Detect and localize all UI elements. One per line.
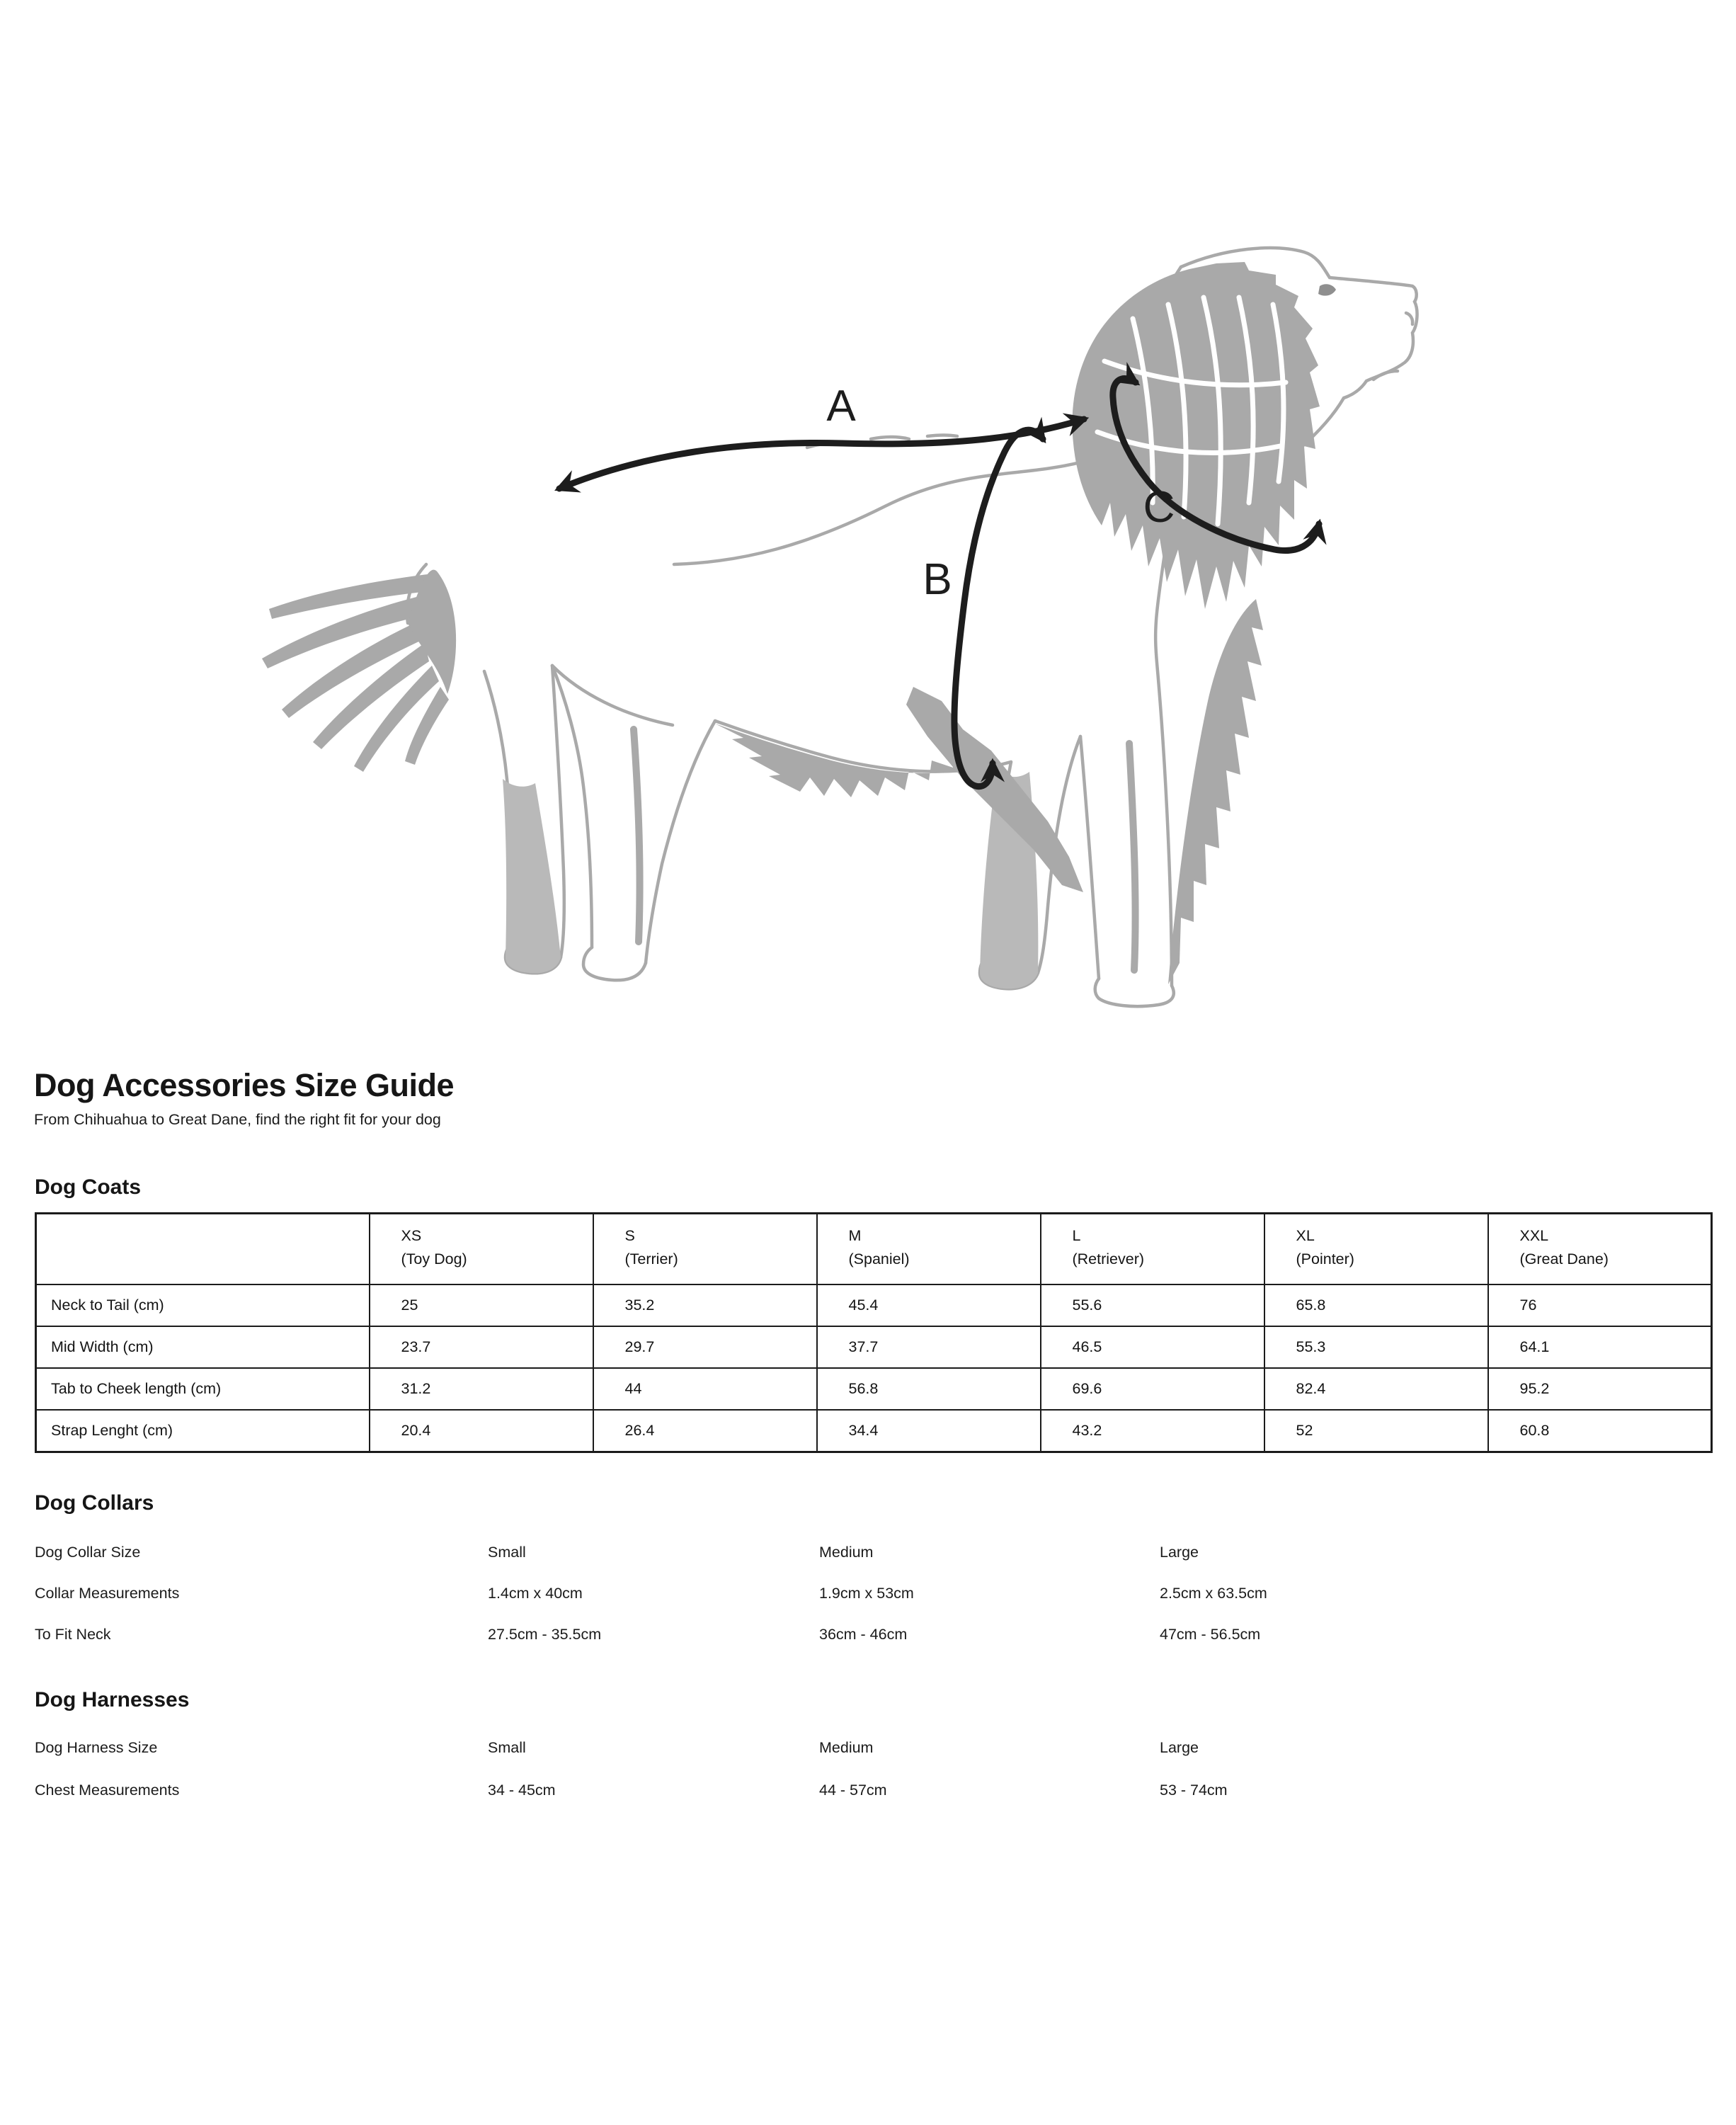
coats-value-cell: 25	[368, 1284, 594, 1327]
spec-value: 53 - 74cm	[1160, 1782, 1228, 1799]
coats-row-label: Strap Lenght (cm)	[35, 1409, 370, 1453]
belly-fur	[715, 724, 1011, 797]
coats-value-cell: 64.1	[1487, 1326, 1713, 1369]
coats-value-cell: 43.2	[1039, 1409, 1265, 1453]
coats-value-cell: 29.7	[592, 1326, 818, 1369]
coats-row: Tab to Cheek length (cm) 31.2 44 56.8 69.6 82…	[35, 1367, 1713, 1411]
dog-illustration: A B C	[262, 246, 1419, 1008]
coats-value-cell: 35.2	[592, 1284, 818, 1327]
coats-row-label: Tab to Cheek length (cm)	[35, 1367, 370, 1411]
coats-value-cell: 45.4	[816, 1284, 1041, 1327]
arrow-neck-girth	[1109, 362, 1327, 554]
spec-value: Large	[1160, 1544, 1199, 1561]
coats-value-cell: 76	[1487, 1284, 1713, 1327]
coats-value-cell: 82.4	[1263, 1367, 1489, 1411]
label-back-length: A	[826, 382, 856, 431]
spec-row-label: Collar Measurements	[35, 1585, 180, 1602]
spec-value: Medium	[819, 1739, 874, 1756]
spec-value: 2.5cm x 63.5cm	[1160, 1585, 1267, 1602]
spec-value: 34 - 45cm	[488, 1782, 556, 1799]
spec-row: Dog Harness Size Small Medium Large	[35, 1739, 1706, 1759]
coats-value-cell: 20.4	[368, 1409, 594, 1453]
coats-value-cell: 44	[592, 1367, 818, 1411]
spec-value: 1.9cm x 53cm	[819, 1585, 914, 1602]
coats-value-cell: 31.2	[368, 1367, 594, 1411]
coats-row: Strap Lenght (cm) 20.4 26.4 34.4 43.2 52 60.8	[35, 1409, 1713, 1453]
coats-value-cell: 37.7	[816, 1326, 1041, 1369]
label-neck-girth: C	[1143, 483, 1175, 532]
coats-column-header: XXL (Great Dane)	[1487, 1212, 1713, 1285]
coats-row: Mid Width (cm) 23.7 29.7 37.7 46.5 55.3 64.1	[35, 1326, 1713, 1369]
coats-value-cell: 26.4	[592, 1409, 818, 1453]
spec-value: 1.4cm x 40cm	[488, 1585, 583, 1602]
coats-value-cell: 55.6	[1039, 1284, 1265, 1327]
coats-column-header: XL (Pointer)	[1263, 1212, 1489, 1285]
spec-row: Collar Measurements 1.4cm x 40cm 1.9cm x 5…	[35, 1585, 1706, 1605]
page-subtitle: From Chihuahua to Great Dane, find the r…	[34, 1111, 441, 1128]
spec-value: 47cm - 56.5cm	[1160, 1626, 1261, 1643]
coats-value-cell: 34.4	[816, 1409, 1041, 1453]
spec-row-label: Dog Harness Size	[35, 1739, 158, 1756]
ear-fur	[1072, 262, 1320, 609]
spec-value: Large	[1160, 1739, 1199, 1756]
spec-value: Small	[488, 1739, 526, 1756]
spec-value: 27.5cm - 35.5cm	[488, 1626, 602, 1643]
coats-value-cell: 69.6	[1039, 1367, 1265, 1411]
spec-value: 36cm - 46cm	[819, 1626, 908, 1643]
coats-value-cell: 52	[1263, 1409, 1489, 1453]
spec-row: Chest Measurements 34 - 45cm 44 - 57cm 53 -…	[35, 1782, 1706, 1801]
coats-column-header: S (Terrier)	[592, 1212, 818, 1285]
coats-table: XS (Toy Dog) S (Terrier) M (Spaniel) L (Retriev…	[35, 1212, 1713, 1453]
coats-row-label: Neck to Tail (cm)	[35, 1284, 370, 1327]
measurement-arrows: A B C	[554, 362, 1327, 790]
coats-row-label: Mid Width (cm)	[35, 1326, 370, 1369]
spec-value: 44 - 57cm	[819, 1782, 887, 1799]
dog-sketch	[262, 246, 1419, 1008]
elbow-fur	[906, 687, 1083, 892]
label-chest-girth: B	[923, 555, 952, 604]
coats-value-cell: 56.8	[816, 1367, 1041, 1411]
coats-row: Neck to Tail (cm) 25 35.2 45.4 55.6 65.8 76	[35, 1284, 1713, 1327]
spec-row-label: Chest Measurements	[35, 1782, 180, 1799]
coats-value-cell: 65.8	[1263, 1284, 1489, 1327]
arrow-chest-girth	[951, 416, 1046, 790]
page-title: Dog Accessories Size Guide	[34, 1067, 455, 1103]
coats-corner-cell	[35, 1212, 370, 1285]
section-heading-harnesses: Dog Harnesses	[35, 1688, 190, 1711]
coats-column-header: XS (Toy Dog)	[368, 1212, 594, 1285]
coats-value-cell: 46.5	[1039, 1326, 1265, 1369]
chest-fur	[1168, 599, 1263, 984]
spec-row-label: To Fit Neck	[35, 1626, 111, 1643]
section-heading-coats: Dog Coats	[35, 1175, 141, 1199]
coats-column-header: L (Retriever)	[1039, 1212, 1265, 1285]
section-heading-collars: Dog Collars	[35, 1491, 154, 1515]
coats-value-cell: 60.8	[1487, 1409, 1713, 1453]
tail-fur	[262, 569, 457, 772]
spec-row: To Fit Neck 27.5cm - 35.5cm 36cm - 46cm 47c…	[35, 1626, 1706, 1646]
coats-value-cell: 23.7	[368, 1326, 594, 1369]
coats-value-cell: 95.2	[1487, 1367, 1713, 1411]
spec-row-label: Dog Collar Size	[35, 1544, 141, 1561]
spec-value: Medium	[819, 1544, 874, 1561]
coats-value-cell: 55.3	[1263, 1326, 1489, 1369]
coats-header-row: XS (Toy Dog) S (Terrier) M (Spaniel) L (Retriev…	[35, 1212, 1713, 1285]
coats-column-header: M (Spaniel)	[816, 1212, 1041, 1285]
spec-value: Small	[488, 1544, 526, 1561]
spec-row: Dog Collar Size Small Medium Large	[35, 1544, 1706, 1563]
